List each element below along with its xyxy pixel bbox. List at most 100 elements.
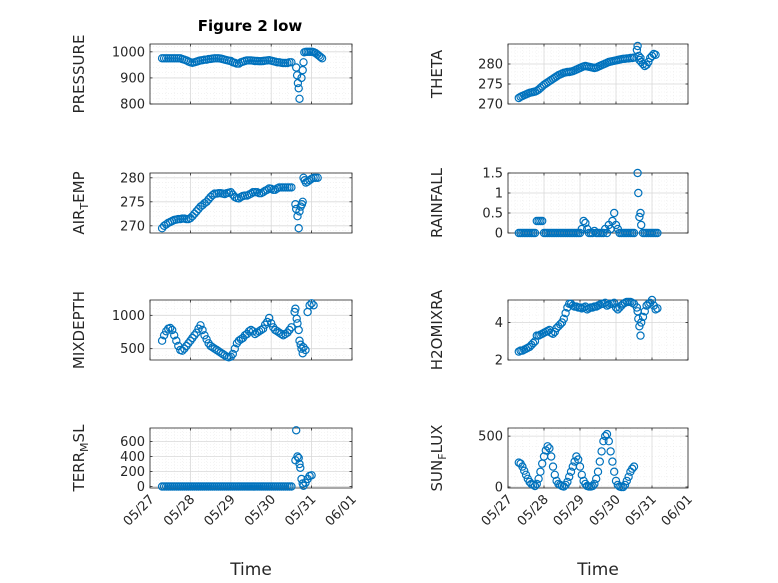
- data-point: [297, 344, 306, 353]
- data-point: [575, 462, 585, 471]
- y-axis-label-main: MIXDEPTH: [70, 291, 88, 369]
- data-point: [292, 426, 301, 435]
- data-point: [634, 188, 643, 198]
- y-tick-label: 275: [478, 78, 503, 93]
- data-point: [297, 73, 306, 83]
- y-axis-label-subscript: T: [78, 203, 91, 211]
- y-tick-label: 500: [478, 430, 503, 445]
- data-point: [629, 53, 639, 62]
- y-tick-label: 1000: [112, 309, 145, 324]
- data-point: [317, 54, 327, 63]
- axes-box: [507, 43, 689, 105]
- y-axis-label-main: SUN: [428, 460, 446, 492]
- data-point: [159, 331, 169, 340]
- chart-theta: 270 275 280 THETA: [428, 41, 689, 113]
- data-point: [611, 303, 621, 312]
- data-point: [157, 336, 167, 345]
- chart-h2omixra: 2 4 H2OMIXRA: [428, 289, 689, 370]
- data-point: [633, 41, 642, 51]
- x-tick-label: 05/31: [623, 492, 660, 529]
- data-point: [628, 464, 637, 473]
- data-point: [260, 320, 270, 329]
- data-point: [294, 223, 303, 233]
- data-point: [608, 457, 617, 466]
- plot-area: [150, 173, 352, 233]
- data-point: [307, 471, 316, 480]
- data-point: [619, 482, 628, 492]
- y-tick-label: 900: [120, 71, 145, 86]
- data-point: [184, 339, 193, 348]
- data-point: [294, 453, 303, 463]
- data-point: [167, 325, 177, 335]
- data-point: [263, 317, 272, 327]
- data-point: [299, 58, 308, 67]
- chart-pressure: 800 900 1000 PRESSURE: [70, 35, 353, 114]
- data-point: [565, 472, 574, 481]
- x-axis-label: Time: [229, 560, 272, 580]
- data-point: [313, 173, 322, 182]
- data-point: [633, 168, 642, 178]
- y-axis-label-main: H2OMIXRA: [428, 289, 446, 370]
- y-tick-label: 0: [495, 227, 503, 242]
- data-point: [294, 84, 303, 93]
- data-point: [638, 312, 648, 322]
- chart-air_temp: 270 275 280 AIRTEMP: [70, 171, 353, 235]
- y-tick-label: 270: [478, 98, 503, 113]
- data-point: [640, 307, 650, 316]
- axes-box: [149, 299, 353, 361]
- data-point: [637, 220, 646, 230]
- data-point: [295, 459, 304, 469]
- data-point: [178, 346, 187, 355]
- axes-box: [507, 427, 689, 489]
- data-point: [295, 94, 304, 104]
- axes-box: [149, 43, 353, 105]
- data-point: [545, 444, 554, 453]
- data-point: [298, 197, 307, 206]
- data-point: [279, 331, 288, 340]
- y-axis-label-main: THETA: [428, 49, 446, 99]
- data-point: [563, 477, 572, 487]
- data-point: [548, 462, 558, 471]
- x-tick-label: 05/29: [551, 492, 588, 529]
- data-point: [622, 476, 632, 486]
- data-point: [599, 228, 608, 238]
- data-point: [606, 447, 615, 456]
- data-point: [644, 57, 653, 67]
- data-point: [521, 470, 531, 479]
- y-axis-label: H2OMIXRA: [428, 289, 446, 370]
- y-tick-label: 0.5: [482, 207, 503, 222]
- axes-box: [507, 299, 689, 361]
- y-axis-label-main: RAINFALL: [428, 167, 446, 238]
- y-tick-label: 1.5: [482, 167, 503, 182]
- data-point: [188, 211, 197, 221]
- x-tick-label: 05/31: [282, 492, 319, 529]
- y-tick-label: 275: [120, 195, 145, 210]
- data-point: [295, 336, 304, 345]
- plot-area: [508, 173, 688, 233]
- data-point: [636, 331, 645, 340]
- y-axis-label-main: PRESSURE: [70, 35, 88, 114]
- data-point: [293, 211, 302, 221]
- data-point: [287, 323, 296, 332]
- y-tick-label: 200: [120, 465, 145, 480]
- data-point: [610, 298, 619, 307]
- data-point: [258, 187, 268, 197]
- data-point: [287, 183, 296, 192]
- data-point: [561, 308, 570, 318]
- x-tick-label: 06/01: [659, 492, 696, 529]
- y-axis-label-main: AIR: [70, 210, 88, 235]
- y-axis-label: AIRTEMP: [70, 171, 91, 234]
- y-tick-label: 0: [495, 480, 503, 495]
- data-point: [220, 351, 229, 360]
- data-point: [530, 481, 540, 491]
- y-axis-label: RAINFALL: [428, 167, 446, 238]
- data-point: [291, 304, 300, 313]
- x-tick-label: 05/30: [242, 492, 279, 529]
- data-point: [293, 452, 302, 461]
- y-tick-label: 4: [495, 316, 503, 331]
- y-axis-label: TERRMSL: [70, 424, 91, 493]
- data-point: [604, 437, 614, 446]
- axes-box: [149, 427, 353, 489]
- y-tick-label: 280: [478, 58, 503, 73]
- data-point: [172, 336, 181, 345]
